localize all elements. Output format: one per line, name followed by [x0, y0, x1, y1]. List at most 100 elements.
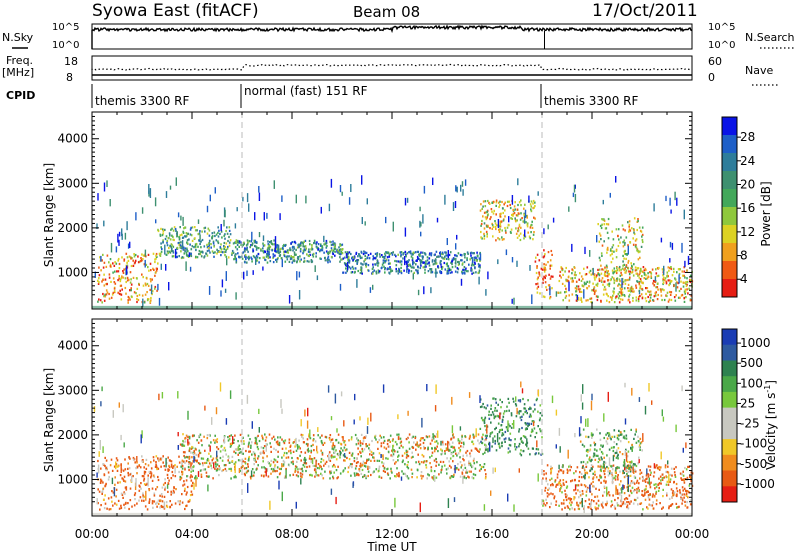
power-echo-cell [207, 242, 210, 245]
power-echo-cell [340, 251, 342, 254]
velocity-echo-cell [171, 503, 173, 506]
velocity-echo-cell [362, 475, 364, 479]
power-scatter-cell [117, 233, 119, 243]
velocity-echo-cell [281, 456, 283, 459]
velocity-echo-cell [683, 479, 685, 482]
power-echo-cell [501, 207, 504, 210]
power-scatter-cell [665, 195, 667, 202]
velocity-echo-cell [645, 491, 648, 494]
velocity-echo-cell [256, 446, 259, 449]
power-echo-cell [492, 235, 494, 238]
power-echo-cell [172, 235, 174, 238]
power-echo-cell [565, 287, 567, 290]
power-echo-cell [634, 239, 637, 242]
velocity-echo-cell [282, 463, 285, 466]
velocity-echo-cell [247, 434, 250, 437]
power-scatter-cell [252, 270, 254, 275]
velocity-echo-cell [565, 480, 568, 483]
power-echo-cell [491, 224, 494, 227]
power-echo-cell [657, 288, 659, 291]
power-echo-cell [616, 295, 618, 298]
velocity-echo-cell [238, 444, 241, 447]
power-echo-cell [420, 251, 422, 254]
velocity-echo-cell [408, 433, 411, 436]
velocity-echo-cell [358, 468, 360, 471]
power-echo-cell [589, 297, 591, 300]
power-echo-cell [631, 264, 633, 267]
power-echo-cell [512, 214, 514, 217]
power-echo-cell [381, 254, 383, 257]
power-echo-cell [518, 225, 521, 228]
velocity-echo-cell [152, 456, 155, 459]
power-scatter-cell [430, 287, 432, 294]
velocity-echo-cell [683, 481, 686, 484]
velocity-echo-cell [192, 452, 195, 455]
velocity-echo-cell [249, 438, 251, 441]
power-echo-cell [224, 254, 226, 257]
velocity-echo-cell [630, 480, 633, 483]
power-echo-cell [200, 255, 203, 258]
power-echo-cell [109, 263, 112, 266]
power-echo-cell [642, 266, 645, 269]
power-echo-cell [245, 257, 247, 260]
power-echo-cell [510, 231, 512, 234]
velocity-echo-cell [219, 450, 222, 453]
velocity-echo-cell [144, 505, 147, 508]
power-echo-cell [183, 248, 186, 252]
velocity-echo-cell [185, 504, 187, 508]
power-scatter-cell [127, 243, 130, 249]
power-echo-cell [196, 256, 199, 259]
velocity-echo-cell [360, 464, 363, 467]
velocity-echo-cell [638, 444, 641, 447]
power-echo-cell [600, 279, 603, 282]
power-echo-cell [461, 259, 463, 262]
power-echo-cell [637, 300, 640, 303]
velocity-echo-cell [263, 452, 265, 455]
power-echo-cell [400, 253, 402, 256]
velocity-echo-cell [484, 443, 486, 446]
power-echo-cell [618, 301, 621, 304]
velocity-echo-cell [153, 500, 156, 503]
power-echo-cell [364, 251, 367, 255]
velocity-echo-cell [323, 464, 325, 467]
power-echo-cell [412, 266, 414, 269]
power-echo-cell [474, 256, 477, 259]
velocity-echo-cell [115, 503, 118, 506]
velocity-echo-cell [611, 468, 614, 471]
power-echo-cell [441, 268, 443, 271]
power-scatter-cell [460, 184, 462, 192]
velocity-echo-cell [124, 468, 127, 471]
power-echo-cell [279, 253, 282, 256]
power-echo-cell [338, 246, 340, 249]
velocity-echo-cell [481, 405, 483, 408]
power-echo-cell [620, 292, 623, 295]
power-echo-cell [308, 248, 310, 251]
power-echo-cell [532, 233, 535, 236]
velocity-echo-cell [322, 477, 325, 480]
velocity-echo-cell [182, 433, 184, 436]
velocity-echo-cell [378, 459, 381, 462]
velocity-echo-cell [559, 469, 562, 472]
velocity-echo-cell [536, 397, 538, 400]
power-echo-cell [313, 239, 316, 242]
velocity-echo-cell [134, 461, 136, 464]
velocity-echo-cell [583, 484, 586, 487]
velocity-echo-cell [348, 458, 351, 461]
power-scatter-cell [168, 282, 170, 291]
power-echo-cell [238, 240, 241, 243]
power-echo-cell [328, 251, 331, 255]
power-echo-cell [470, 264, 473, 267]
velocity-echo-cell [151, 502, 154, 505]
velocity-echo-cell [111, 469, 114, 472]
velocity-echo-cell [373, 456, 375, 459]
velocity-echo-cell [108, 508, 111, 511]
power-echo-cell [608, 284, 610, 288]
velocity-echo-cell [557, 470, 560, 473]
velocity-echo-cell [240, 466, 243, 469]
velocity-echo-cell [452, 475, 455, 478]
power-echo-cell [486, 233, 488, 236]
velocity-echo-cell [652, 475, 655, 478]
date-label: 17/Oct/2011 [592, 1, 698, 21]
velocity-echo-cell [583, 475, 585, 478]
power-echo-cell [458, 260, 460, 264]
